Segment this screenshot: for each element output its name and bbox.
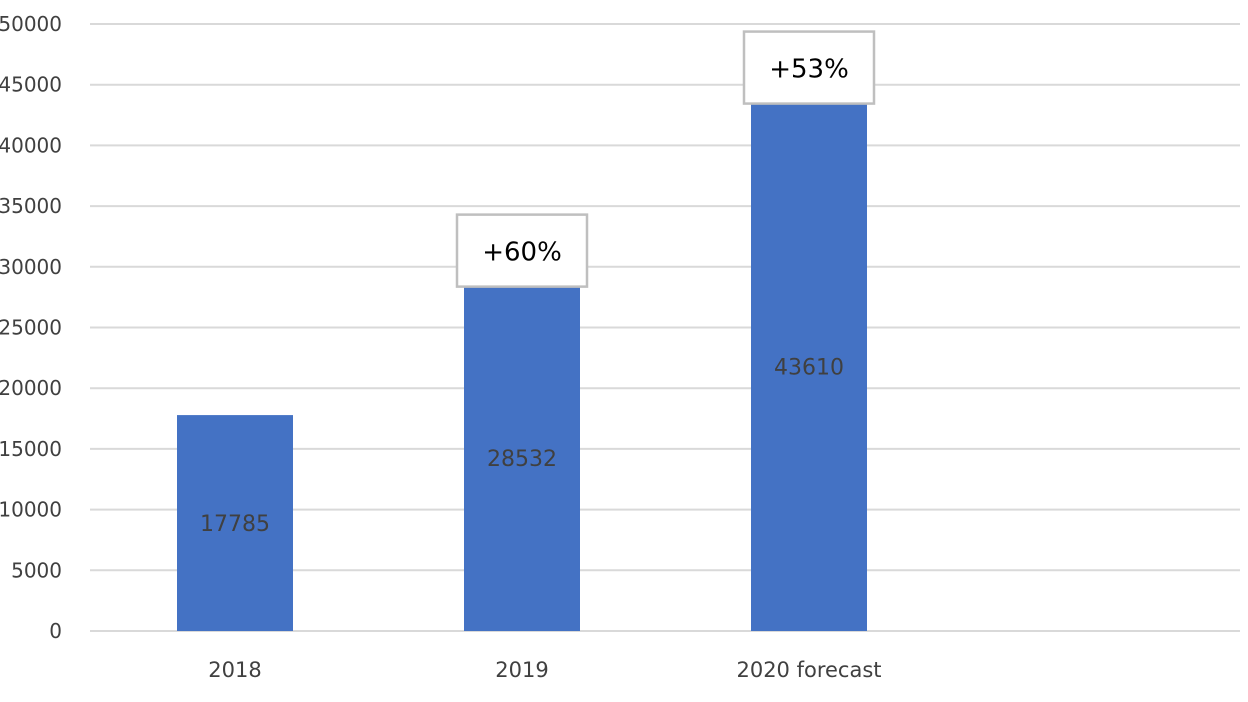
x-tick-label-2018: 2018	[208, 658, 261, 682]
y-tick-label-5000: 5000	[11, 558, 62, 582]
bar-2018	[177, 415, 293, 631]
y-tick-label-20000: 20000	[0, 376, 62, 400]
data-label-2020-forecast: 43610	[774, 355, 844, 380]
annotations: +60% +53%	[455, 30, 876, 288]
callout-box	[742, 30, 876, 105]
y-tick-label-40000: 40000	[0, 133, 62, 157]
y-axis-tick-labels: 0 5000 10000 15000 20000 25000 30000 35000 40000…	[0, 12, 62, 643]
x-tick-label-2020-forecast: 2020 forecast	[736, 658, 881, 682]
bar-2020-forecast	[751, 101, 867, 632]
callout-text: +60%	[482, 238, 562, 268]
y-tick-label-25000: 25000	[0, 316, 62, 340]
y-tick-label-45000: 45000	[0, 73, 62, 97]
bar-2019	[464, 284, 580, 631]
y-tick-label-35000: 35000	[0, 194, 62, 218]
callout-text: +53%	[769, 55, 849, 85]
data-labels: 17785 28532 43610	[200, 355, 844, 537]
y-tick-label-50000: 50000	[0, 12, 62, 36]
y-tick-label-10000: 10000	[0, 498, 62, 522]
growth-callout: +60%	[455, 213, 589, 288]
data-label-2018: 17785	[200, 512, 270, 537]
data-label-2019: 28532	[487, 447, 557, 472]
growth-callout: +53%	[742, 30, 876, 105]
x-axis-tick-labels: 2018 2019 2020 forecast	[208, 658, 881, 682]
x-tick-label-2019: 2019	[495, 658, 548, 682]
bars	[177, 101, 867, 632]
y-tick-label-30000: 30000	[0, 255, 62, 279]
y-tick-label-15000: 15000	[0, 437, 62, 461]
y-tick-label-0: 0	[49, 619, 62, 643]
callout-box	[455, 213, 589, 288]
